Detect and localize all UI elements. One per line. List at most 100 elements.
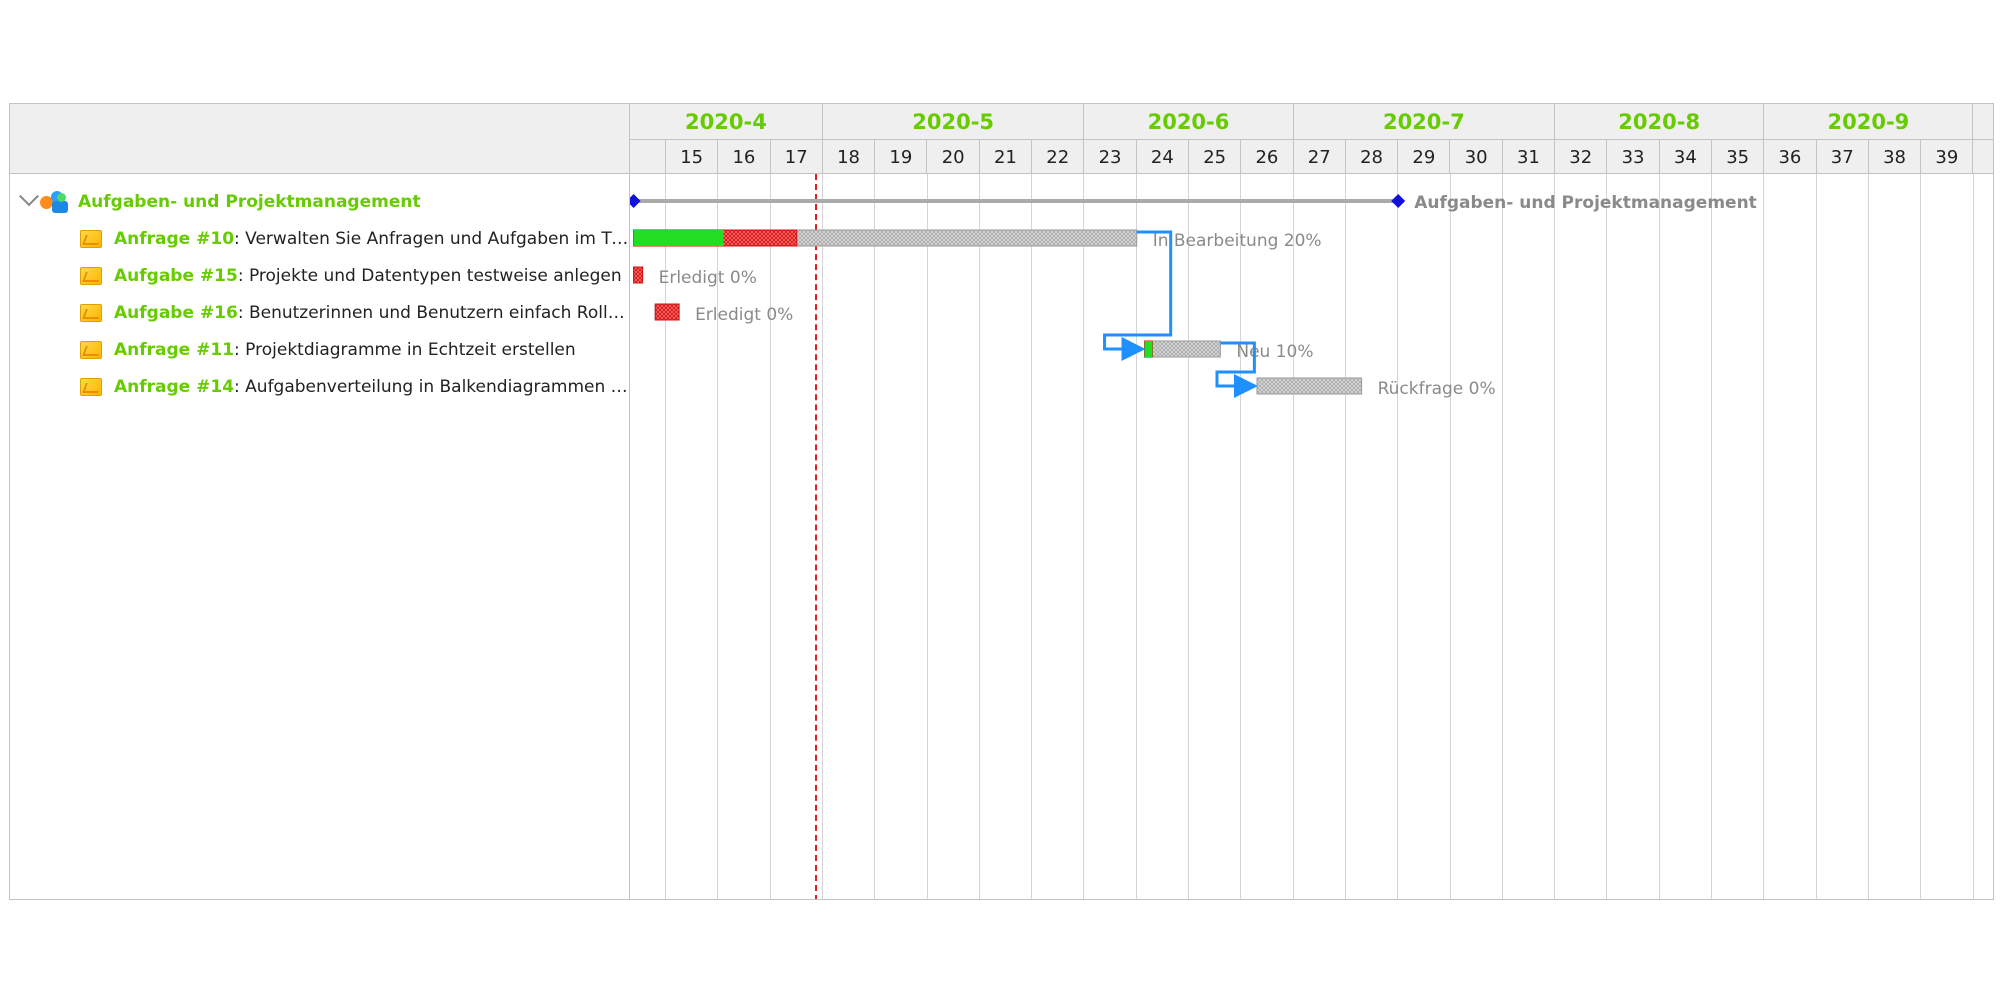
week-label: 26 <box>1241 140 1294 174</box>
grid-line <box>1397 174 1399 899</box>
week-label: 24 <box>1137 140 1189 174</box>
task-key-link[interactable]: Anfrage #14 <box>114 376 235 397</box>
task-tree: Aufgaben- und Projektmanagement Anfrage … <box>10 174 630 899</box>
task-bar <box>1144 340 1221 358</box>
project-row[interactable]: Aufgaben- und Projektmanagement <box>10 183 630 220</box>
grid-line <box>665 174 666 899</box>
task-title: : Verwalten Sie Anfragen und Aufgaben im… <box>234 228 630 249</box>
week-label: 23 <box>1084 140 1137 174</box>
week-label: 18 <box>823 140 876 174</box>
timeline-pane: 2020-4 2020-5 2020-6 2020-7 2020-8 2020-9 15 1… <box>630 104 1993 899</box>
grid-line <box>1135 174 1137 899</box>
task-key-link[interactable]: Aufgabe #16 <box>114 302 238 323</box>
month-label: 2020-7 <box>1294 104 1556 140</box>
task-row[interactable]: Aufgabe #16: Benutzerinnen und Benutzern… <box>10 294 630 331</box>
week-label: 32 <box>1555 140 1608 174</box>
task-status-label: Erledigt 0% <box>659 268 757 288</box>
tree-header <box>10 104 630 174</box>
grid-line <box>1606 174 1608 899</box>
week-label: 39 <box>1921 140 1974 174</box>
task-status-label: In Bearbeitung 20% <box>1153 231 1322 251</box>
week-label: 17 <box>771 140 823 174</box>
task-status-label: Erledigt 0% <box>695 305 793 325</box>
chevron-down-icon[interactable] <box>19 185 39 206</box>
grid-line <box>1501 174 1503 899</box>
task-status-label: Neu 10% <box>1236 342 1313 362</box>
week-label: 16 <box>718 140 771 174</box>
week-label: 20 <box>928 140 980 174</box>
grid-line <box>1344 174 1346 899</box>
grid-line <box>1292 174 1294 899</box>
milestone-diamond <box>630 194 641 208</box>
task-key-link[interactable]: Anfrage #10 <box>114 228 235 249</box>
project-bar-label: Aufgaben- und Projektmanagement <box>1414 193 1757 213</box>
task-bar <box>1256 377 1363 395</box>
week-label: 27 <box>1294 140 1346 174</box>
week-label: 22 <box>1032 140 1085 174</box>
dependency-arrow <box>1215 341 1258 398</box>
grid-line <box>1031 174 1033 899</box>
week-label: 19 <box>875 140 928 174</box>
grid-line <box>1972 174 1974 899</box>
project-icon <box>40 190 70 213</box>
task-icon <box>80 340 102 359</box>
grid-line <box>717 174 719 899</box>
week-header: 15 16 17 18 19 20 21 22 23 24 25 26 27 28 29 30 31 32 33 34… <box>630 140 1993 174</box>
week-label: 25 <box>1189 140 1242 174</box>
task-bar-overdue <box>633 266 644 284</box>
grid-line <box>1815 174 1817 899</box>
grid-line <box>978 174 980 899</box>
grid-line <box>1240 174 1242 899</box>
week-label: 15 <box>666 140 719 174</box>
month-label: 2020-9 <box>1764 104 1974 140</box>
task-icon <box>80 303 102 322</box>
task-title: : Benutzerinnen und Benutzern einfach Ro… <box>237 302 630 323</box>
grid-line <box>769 174 771 899</box>
month-header: 2020-4 2020-5 2020-6 2020-7 2020-8 2020-9 <box>630 104 1993 140</box>
month-label: 2020-4 <box>630 104 823 140</box>
task-title: : Projekte und Datentypen testweise anle… <box>237 265 622 286</box>
week-label: 37 <box>1817 140 1869 174</box>
week-label: 30 <box>1451 140 1503 174</box>
task-title: : Projektdiagramme in Echtzeit erstellen <box>234 339 576 360</box>
grid-line <box>1711 174 1712 899</box>
week-label <box>630 140 666 174</box>
task-title: : Aufgabenverteilung in Balkendiagrammen… <box>234 376 630 397</box>
task-icon <box>80 266 102 285</box>
today-marker <box>815 174 818 899</box>
task-key-link[interactable]: Aufgabe #15 <box>114 265 238 286</box>
milestone-diamond <box>1391 194 1406 208</box>
task-row[interactable]: Anfrage #11: Projektdiagramme in Echtzei… <box>10 331 630 368</box>
month-label: 2020-6 <box>1084 104 1294 140</box>
grid-line <box>1083 174 1085 899</box>
grid-line <box>821 174 823 899</box>
grid-line <box>1867 174 1869 899</box>
month-label: 2020-8 <box>1555 104 1765 140</box>
grid-line <box>1763 174 1765 899</box>
gantt-chart: Aufgaben- und Projektmanagement Anfrage … <box>9 103 1994 900</box>
task-icon <box>80 377 102 396</box>
week-label: 35 <box>1712 140 1765 174</box>
grid-line <box>1554 174 1556 899</box>
week-label: 34 <box>1660 140 1712 174</box>
week-label: 33 <box>1607 140 1660 174</box>
task-bar-progress <box>633 230 724 246</box>
grid-line <box>1188 174 1189 899</box>
task-bar-overdue <box>654 303 680 321</box>
grid-line <box>926 174 928 899</box>
task-key-link[interactable]: Anfrage #11 <box>114 339 235 360</box>
grid-line <box>874 174 876 899</box>
task-bar-progress <box>1144 341 1153 357</box>
dependency-arrow <box>1103 230 1173 361</box>
week-label: 21 <box>980 140 1033 174</box>
week-label: 36 <box>1764 140 1817 174</box>
grid-line <box>1658 174 1660 899</box>
bars-layer: Aufgaben- und Projektmanagement In Bearbe… <box>630 193 1757 399</box>
project-title[interactable]: Aufgaben- und Projektmanagement <box>78 191 421 212</box>
task-row[interactable]: Aufgabe #15: Projekte und Datentypen tes… <box>10 257 630 294</box>
week-label: 38 <box>1869 140 1922 174</box>
task-row[interactable]: Anfrage #10: Verwalten Sie Anfragen und … <box>10 220 630 257</box>
task-status-label: Rückfrage 0% <box>1378 379 1496 399</box>
week-label: 29 <box>1398 140 1451 174</box>
task-row[interactable]: Anfrage #14: Aufgabenverteilung in Balke… <box>10 368 630 405</box>
